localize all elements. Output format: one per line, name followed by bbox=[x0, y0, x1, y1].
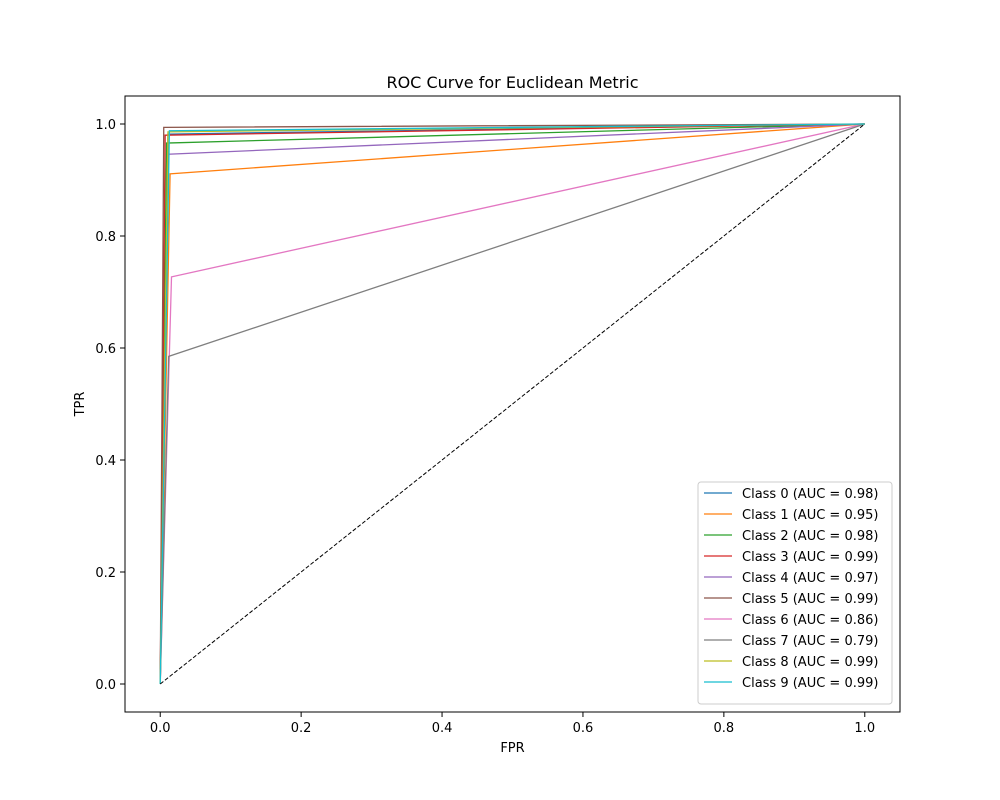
series-line-class-5 bbox=[159, 123, 865, 685]
x-axis: 0.0 0.2 0.4 0.6 0.8 1.0 bbox=[150, 712, 875, 736]
x-tick-label: 0.0 bbox=[150, 721, 171, 736]
y-tick-label: 0.6 bbox=[95, 342, 116, 357]
x-tick-label: 0.8 bbox=[714, 721, 735, 736]
legend-entry: Class 6 (AUC = 0.86) bbox=[742, 613, 878, 628]
series-line-class-7 bbox=[159, 123, 865, 685]
x-tick-label: 0.4 bbox=[432, 721, 453, 736]
chart-title: ROC Curve for Euclidean Metric bbox=[386, 73, 638, 92]
legend-entry: Class 3 (AUC = 0.99) bbox=[742, 550, 878, 565]
y-tick-label: 0.4 bbox=[95, 454, 116, 469]
y-tick-label: 0.8 bbox=[95, 230, 116, 245]
legend-entry: Class 0 (AUC = 0.98) bbox=[742, 487, 878, 502]
legend-entry: Class 2 (AUC = 0.98) bbox=[742, 529, 878, 544]
y-tick-label: 0.2 bbox=[95, 566, 116, 581]
legend-entry: Class 4 (AUC = 0.97) bbox=[742, 571, 878, 586]
plot-frame bbox=[124, 95, 901, 713]
legend-entry: Class 8 (AUC = 0.99) bbox=[742, 655, 878, 670]
legend-entry: Class 5 (AUC = 0.99) bbox=[742, 592, 878, 607]
legend-entry: Class 9 (AUC = 0.99) bbox=[742, 676, 878, 691]
x-axis-title: FPR bbox=[500, 741, 524, 756]
x-tick-label: 1.0 bbox=[854, 721, 875, 736]
y-axis: 0.0 0.2 0.4 0.6 0.8 1.0 bbox=[95, 118, 125, 693]
y-axis-title: TPR bbox=[73, 392, 88, 418]
x-tick-label: 0.6 bbox=[573, 721, 594, 736]
x-tick-label: 0.2 bbox=[291, 721, 312, 736]
y-tick-label: 1.0 bbox=[95, 118, 116, 133]
legend-entry: Class 1 (AUC = 0.95) bbox=[742, 508, 878, 523]
legend-entry: Class 7 (AUC = 0.79) bbox=[742, 634, 878, 649]
legend: Class 0 (AUC = 0.98) Class 1 (AUC = 0.95)… bbox=[697, 481, 893, 705]
legend-box bbox=[697, 481, 893, 705]
plot-area bbox=[159, 123, 866, 685]
y-tick-label: 0.0 bbox=[95, 678, 116, 693]
series-line-class-9 bbox=[159, 123, 865, 685]
